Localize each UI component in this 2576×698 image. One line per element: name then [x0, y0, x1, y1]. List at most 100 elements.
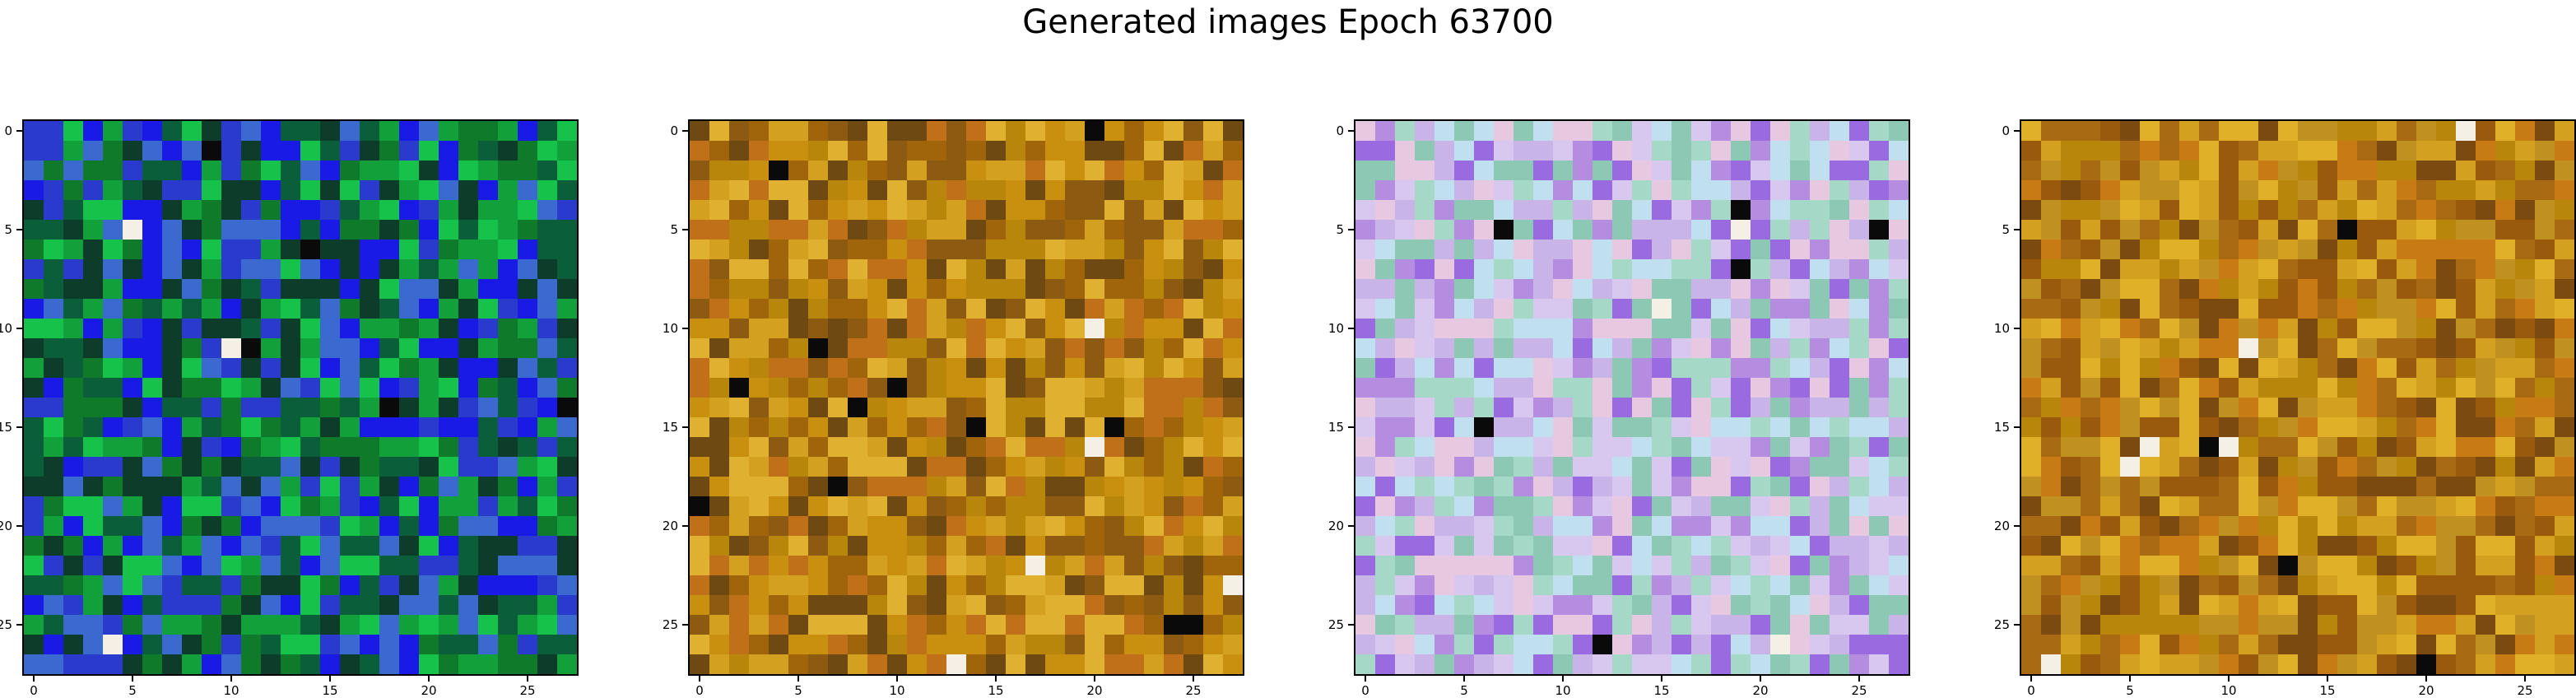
y-tick-label: 5 [4, 222, 12, 237]
generated-image-2 [688, 119, 1244, 676]
x-tick-mark [2228, 676, 2230, 682]
x-tick-mark [1463, 676, 1465, 682]
x-tick-mark [527, 676, 528, 682]
x-tick-label: 5 [2126, 683, 2134, 698]
y-tick-label: 0 [1336, 123, 1344, 138]
x-tick-mark [2129, 676, 2131, 682]
x-tick-mark [1193, 676, 1194, 682]
x-tick-mark [2524, 676, 2526, 682]
y-tick-label: 15 [0, 420, 12, 435]
y-tick-label: 0 [4, 123, 12, 138]
generated-image-1-pixels [24, 121, 577, 674]
x-tick-label: 15 [1653, 683, 1670, 698]
y-tick-label: 0 [670, 123, 678, 138]
x-tick-label: 25 [519, 683, 536, 698]
y-tick-mark [2014, 328, 2020, 329]
x-tick-mark [995, 676, 997, 682]
x-tick-label: 20 [1086, 683, 1103, 698]
generated-image-2-pixels [690, 121, 1243, 674]
y-tick-mark [1348, 328, 1354, 329]
x-tick-mark [1661, 676, 1662, 682]
x-tick-label: 5 [794, 683, 802, 698]
x-tick-mark [1760, 676, 1761, 682]
x-tick-label: 0 [695, 683, 704, 698]
x-tick-mark [1094, 676, 1095, 682]
x-tick-label: 0 [2027, 683, 2035, 698]
x-tick-label: 10 [1555, 683, 1571, 698]
y-tick-label: 20 [662, 519, 678, 533]
x-tick-label: 20 [2418, 683, 2434, 698]
y-tick-mark [1348, 130, 1354, 132]
y-tick-mark [16, 525, 22, 527]
x-tick-label: 25 [2517, 683, 2533, 698]
y-tick-label: 25 [1993, 617, 2010, 632]
y-tick-label: 10 [662, 321, 678, 336]
x-tick-label: 15 [988, 683, 1004, 698]
y-tick-mark [16, 328, 22, 329]
y-tick-mark [2014, 426, 2020, 428]
y-tick-mark [16, 229, 22, 230]
y-tick-label: 5 [2002, 222, 2010, 237]
generated-image-4 [2020, 119, 2576, 676]
x-tick-label: 10 [223, 683, 239, 698]
y-tick-label: 0 [2002, 123, 2010, 138]
x-tick-mark [428, 676, 430, 682]
y-tick-mark [682, 229, 688, 230]
x-tick-label: 15 [322, 683, 338, 698]
y-tick-label: 10 [1328, 321, 1344, 336]
x-tick-label: 25 [1851, 683, 1867, 698]
x-tick-mark [2327, 676, 2328, 682]
x-tick-label: 5 [1460, 683, 1468, 698]
x-tick-mark [132, 676, 133, 682]
x-tick-label: 0 [30, 683, 38, 698]
y-tick-mark [682, 525, 688, 527]
y-tick-mark [682, 426, 688, 428]
y-tick-mark [2014, 624, 2020, 626]
y-tick-label: 15 [1328, 420, 1344, 435]
x-tick-label: 5 [128, 683, 137, 698]
generated-image-3 [1354, 119, 1910, 676]
y-tick-mark [2014, 229, 2020, 230]
y-tick-label: 15 [1993, 420, 2010, 435]
y-tick-label: 25 [1328, 617, 1344, 632]
x-tick-label: 20 [421, 683, 437, 698]
y-tick-label: 20 [1993, 519, 2010, 533]
x-tick-mark [1365, 676, 1366, 682]
y-tick-label: 5 [1336, 222, 1344, 237]
y-tick-label: 10 [0, 321, 12, 336]
x-tick-label: 15 [2319, 683, 2336, 698]
x-tick-label: 10 [2220, 683, 2237, 698]
figure-title: Generated images Epoch 63700 [1022, 3, 1554, 41]
x-tick-mark [2030, 676, 2032, 682]
y-tick-label: 20 [0, 519, 12, 533]
generated-image-1 [22, 119, 579, 676]
x-tick-mark [1562, 676, 1564, 682]
y-tick-mark [16, 624, 22, 626]
y-tick-mark [1348, 525, 1354, 527]
x-tick-label: 10 [889, 683, 905, 698]
x-tick-label: 20 [1752, 683, 1769, 698]
y-tick-label: 10 [1993, 321, 2010, 336]
generated-image-4-pixels [2021, 121, 2574, 674]
y-tick-label: 5 [670, 222, 678, 237]
y-tick-mark [16, 130, 22, 132]
y-tick-label: 25 [0, 617, 12, 632]
x-tick-mark [230, 676, 232, 682]
x-tick-mark [797, 676, 799, 682]
x-tick-mark [33, 676, 35, 682]
y-tick-mark [1348, 624, 1354, 626]
x-tick-mark [329, 676, 331, 682]
y-tick-mark [682, 328, 688, 329]
x-tick-mark [896, 676, 898, 682]
y-tick-label: 15 [662, 420, 678, 435]
generated-image-3-pixels [1355, 121, 1909, 674]
x-tick-mark [2425, 676, 2427, 682]
y-tick-mark [2014, 525, 2020, 527]
y-tick-label: 20 [1328, 519, 1344, 533]
x-tick-label: 25 [1185, 683, 1202, 698]
y-tick-mark [2014, 130, 2020, 132]
y-tick-mark [1348, 426, 1354, 428]
y-tick-mark [1348, 229, 1354, 230]
y-tick-mark [16, 426, 22, 428]
x-tick-mark [699, 676, 700, 682]
